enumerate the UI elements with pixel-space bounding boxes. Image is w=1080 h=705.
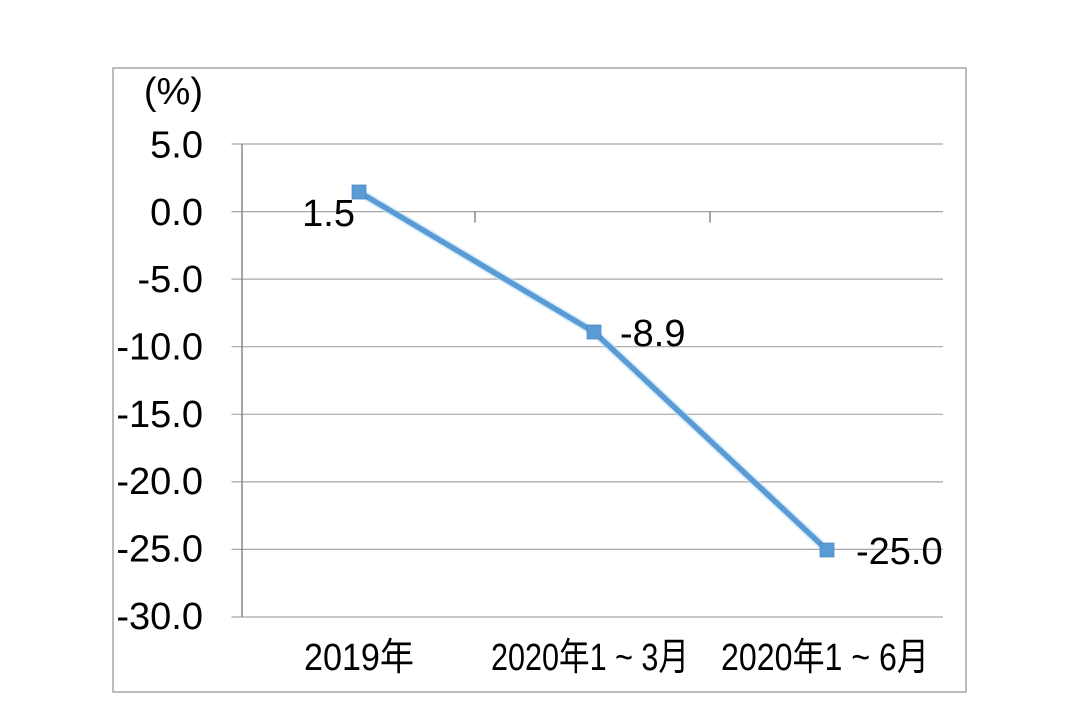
svg-text:-25.0: -25.0 <box>116 529 203 571</box>
svg-text:-10.0: -10.0 <box>116 327 203 369</box>
svg-text:-15.0: -15.0 <box>116 394 203 436</box>
svg-text:-30.0: -30.0 <box>116 596 203 638</box>
svg-text:-25.0: -25.0 <box>856 531 943 573</box>
svg-text:-5.0: -5.0 <box>138 259 203 301</box>
svg-text:2020年1 ~ 3月: 2020年1 ~ 3月 <box>491 637 689 679</box>
svg-text:2020年1 ~ 6月: 2020年1 ~ 6月 <box>721 637 929 679</box>
svg-text:2019年: 2019年 <box>304 637 414 679</box>
svg-text:(%): (%) <box>144 71 203 113</box>
svg-text:5.0: 5.0 <box>150 125 203 167</box>
svg-text:1.5: 1.5 <box>302 193 355 235</box>
svg-text:0.0: 0.0 <box>150 192 203 234</box>
svg-text:-8.9: -8.9 <box>620 313 685 355</box>
svg-text:-20.0: -20.0 <box>116 461 203 503</box>
